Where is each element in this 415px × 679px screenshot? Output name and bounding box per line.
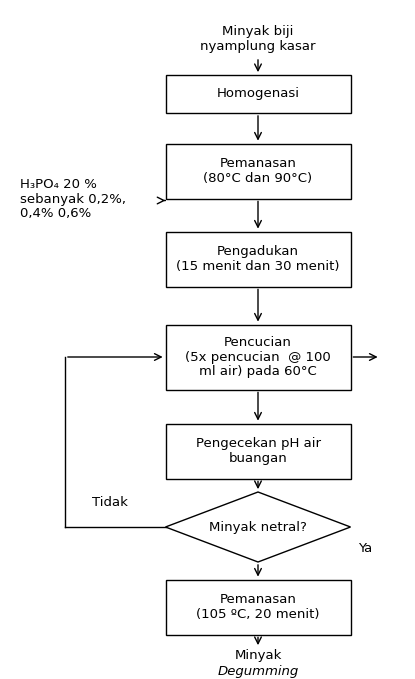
Bar (166, 325, 351, 390)
Text: Minyak biji
nyamplung kasar: Minyak biji nyamplung kasar (200, 25, 316, 53)
Bar (166, 579, 351, 634)
Text: Pengadukan
(15 menit dan 30 menit): Pengadukan (15 menit dan 30 menit) (176, 245, 340, 273)
Bar (166, 143, 351, 198)
Text: Tidak: Tidak (92, 496, 128, 509)
Text: H₃PO₄ 20 %
sebanyak 0,2%,
0,4% 0,6%: H₃PO₄ 20 % sebanyak 0,2%, 0,4% 0,6% (20, 177, 126, 221)
Text: Pemanasan
(80°C dan 90°C): Pemanasan (80°C dan 90°C) (203, 157, 312, 185)
Polygon shape (166, 492, 351, 562)
Text: Minyak: Minyak (234, 650, 282, 663)
Text: Degumming: Degumming (217, 665, 299, 678)
Text: Ya: Ya (359, 543, 373, 555)
Text: Pengecekan pH air
buangan: Pengecekan pH air buangan (195, 437, 320, 465)
Text: Pencucian
(5x pencucian  @ 100
ml air) pada 60°C: Pencucian (5x pencucian @ 100 ml air) pa… (185, 335, 331, 378)
Bar (166, 75, 351, 113)
Text: Minyak netral?: Minyak netral? (209, 521, 307, 534)
Bar (166, 424, 351, 479)
Text: Pemanasan
(105 ºC, 20 menit): Pemanasan (105 ºC, 20 menit) (196, 593, 320, 621)
Bar (166, 232, 351, 287)
Text: Homogenasi: Homogenasi (217, 88, 300, 100)
